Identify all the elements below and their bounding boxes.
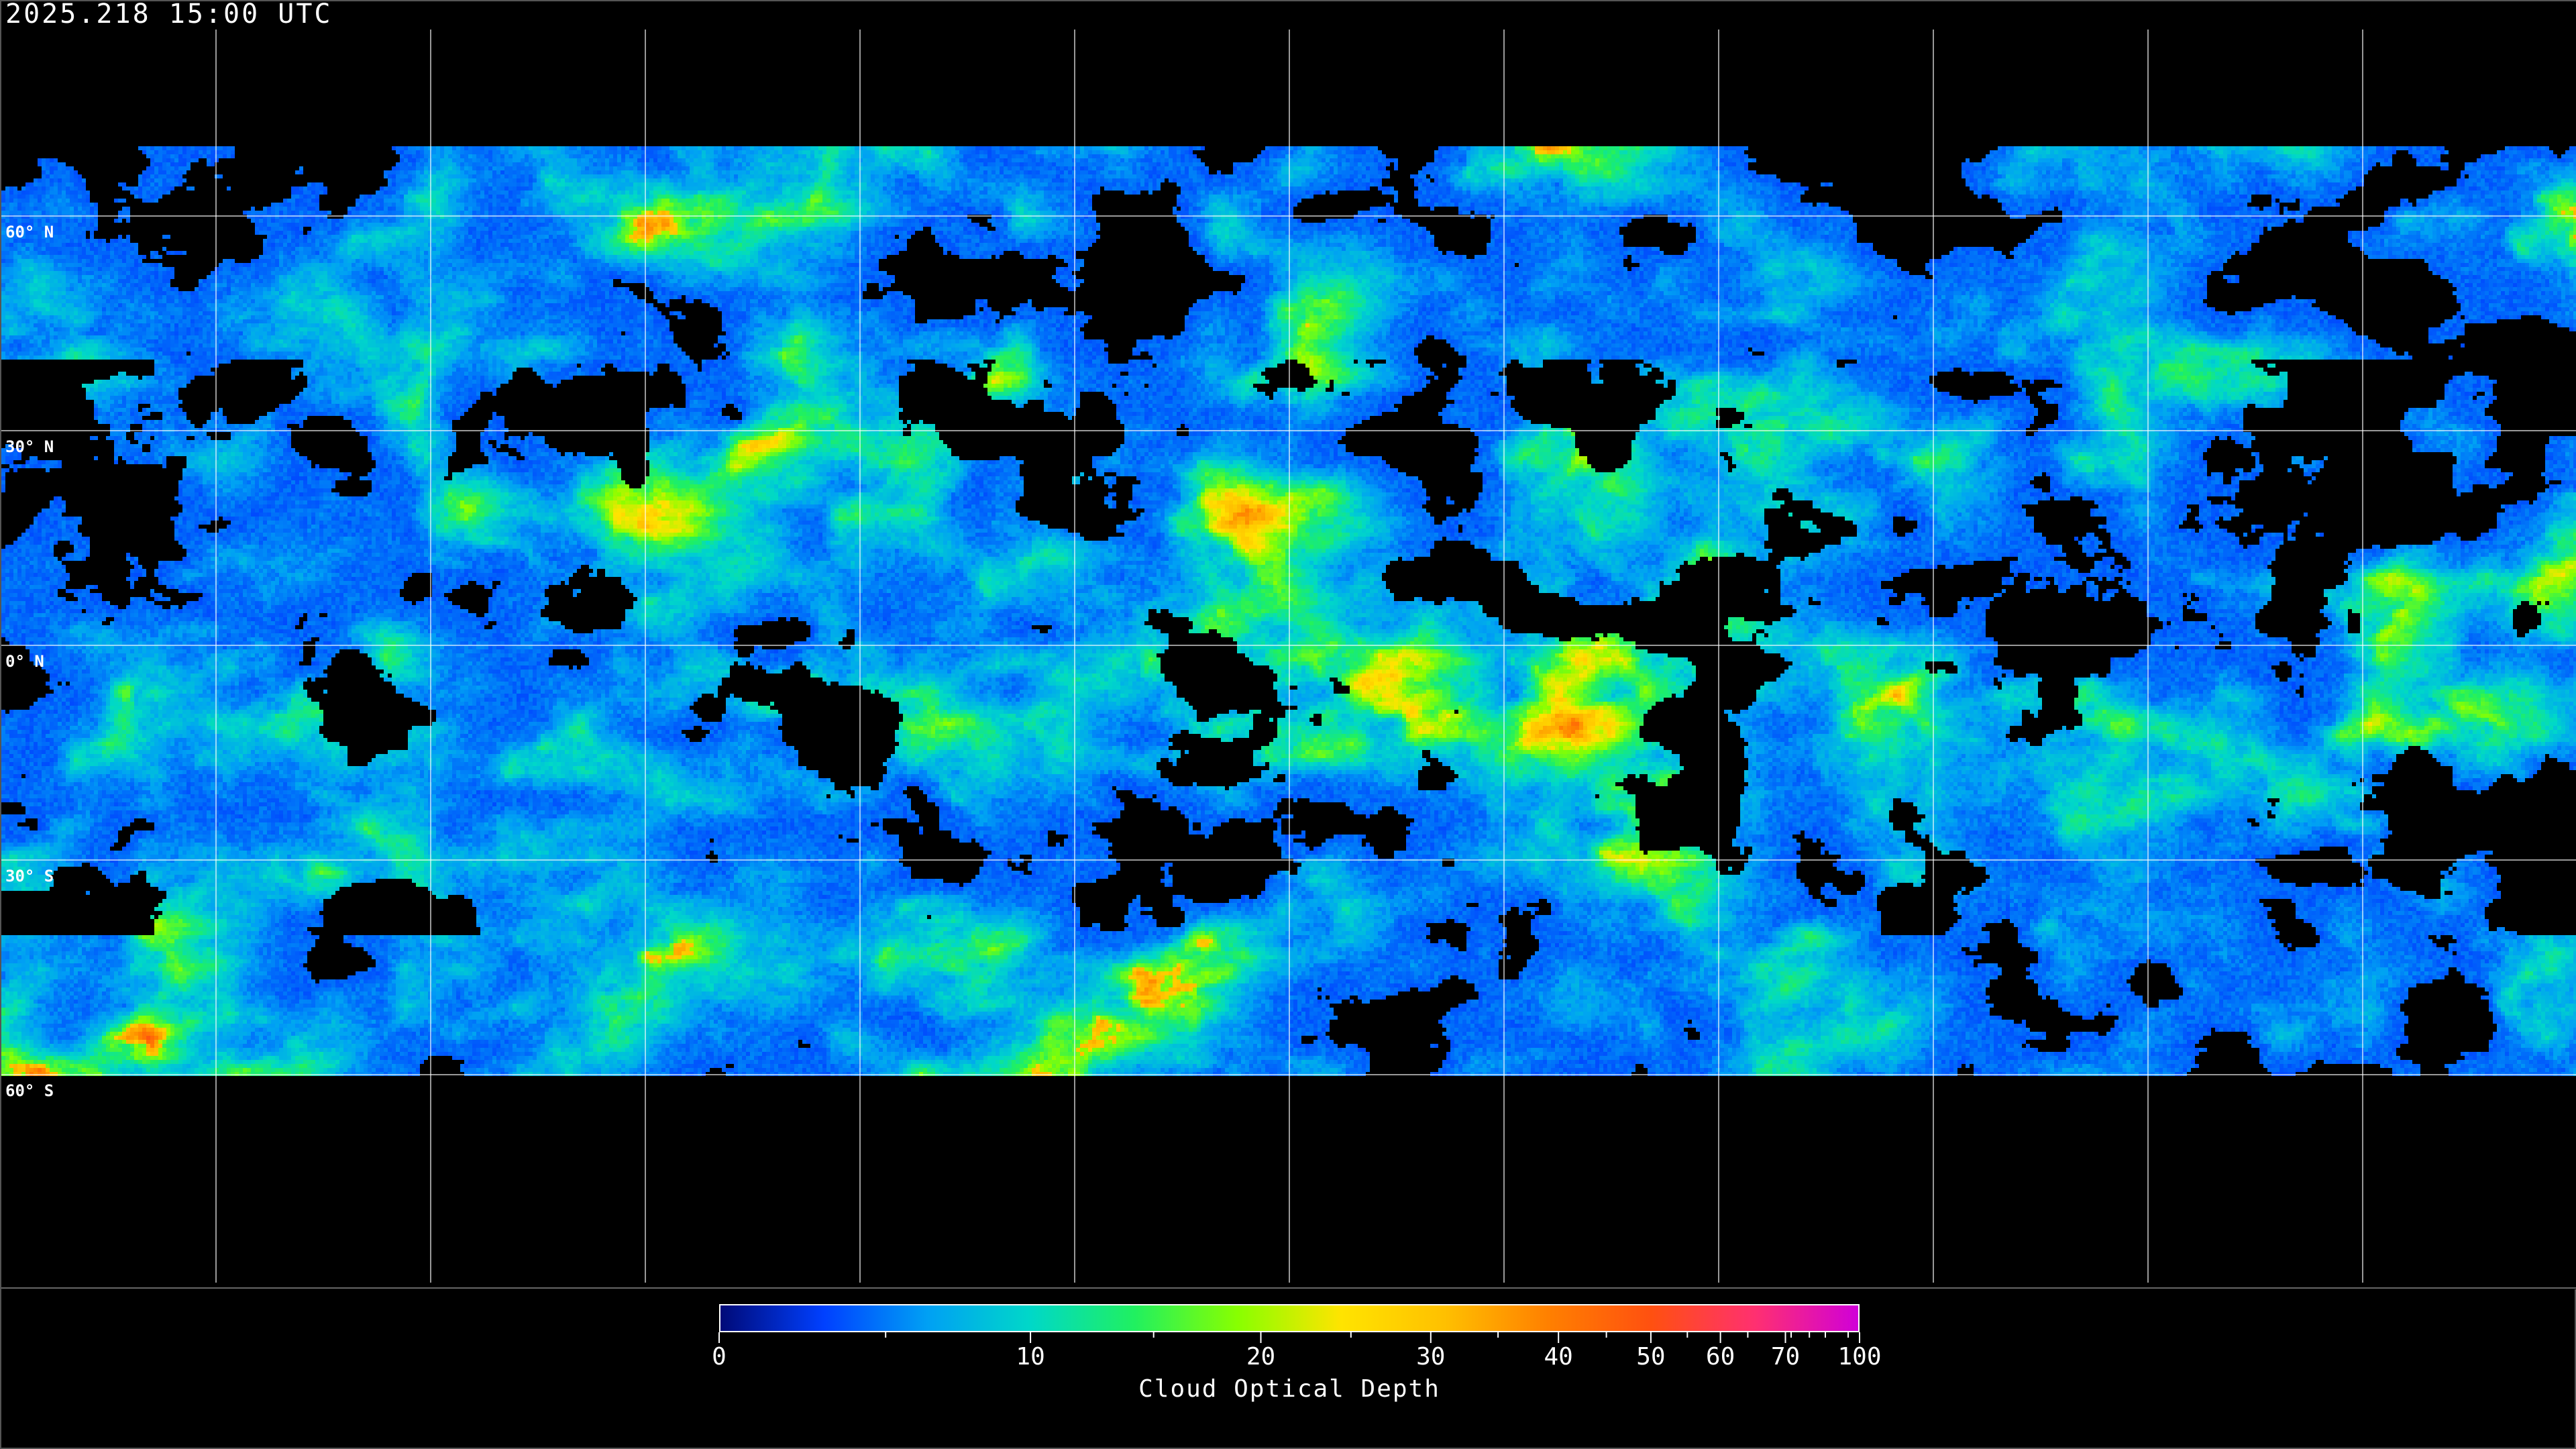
colorbar-tick-label: 50 <box>1636 1343 1666 1371</box>
lat-label-60n: 60° N <box>5 223 54 241</box>
colorbar <box>719 1304 1860 1332</box>
lat-label-60s: 60° S <box>5 1081 54 1100</box>
colorbar-tick-label: 100 <box>1837 1343 1882 1371</box>
lat-label-30s: 30° S <box>5 867 54 885</box>
colorbar-tick-label: 60 <box>1705 1343 1735 1371</box>
lat-label-30n: 30° N <box>5 437 54 456</box>
colorbar-title: Cloud Optical Depth <box>1138 1375 1440 1403</box>
colorbar-tick-label: 40 <box>1544 1343 1573 1371</box>
graticule-overlay <box>1 30 2576 1289</box>
colorbar-tick-label: 10 <box>1016 1343 1045 1371</box>
colorbar-tick-label: 30 <box>1416 1343 1446 1371</box>
colorbar-tick-label: 70 <box>1770 1343 1801 1371</box>
colorbar-ticks <box>718 1332 1860 1343</box>
lat-label-0n: 0° N <box>5 652 44 671</box>
colorbar-tick-label: 0 <box>712 1343 727 1371</box>
colorbar-tick-label: 20 <box>1246 1343 1276 1371</box>
timestamp-title: 2025.218 15:00 UTC <box>5 0 333 30</box>
